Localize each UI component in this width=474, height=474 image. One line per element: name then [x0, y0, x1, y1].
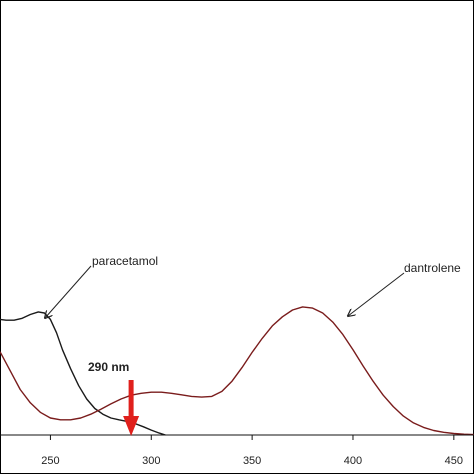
x-tick-label-300: 300: [142, 455, 160, 467]
annotation-arrow-dantrolene: [348, 272, 405, 316]
series-line-paracetamol: [0, 311, 166, 436]
annotation-label-paracetamol: paracetamol: [92, 254, 158, 268]
x-tick-label-400: 400: [344, 455, 362, 467]
annotation-arrow-paracetamol: [45, 265, 92, 318]
red-arrow-head: [123, 416, 140, 436]
series-layer: [0, 306, 474, 436]
red-arrow-290nm-icon: [123, 380, 140, 436]
x-axis-ticks: 250 300 350 400 450: [41, 435, 463, 467]
x-tick-label-450: 450: [445, 455, 463, 467]
red-arrow-shaft: [128, 380, 134, 418]
x-tick-label-250: 250: [41, 455, 59, 467]
series-line-dantrolene: [0, 306, 474, 436]
marker-label-290nm: 290 nm: [88, 360, 129, 374]
annotation-layer: paracetamol dantrolene 290 nm: [45, 254, 461, 436]
annotation-label-dantrolene: dantrolene: [404, 261, 461, 275]
x-tick-label-350: 350: [243, 455, 261, 467]
